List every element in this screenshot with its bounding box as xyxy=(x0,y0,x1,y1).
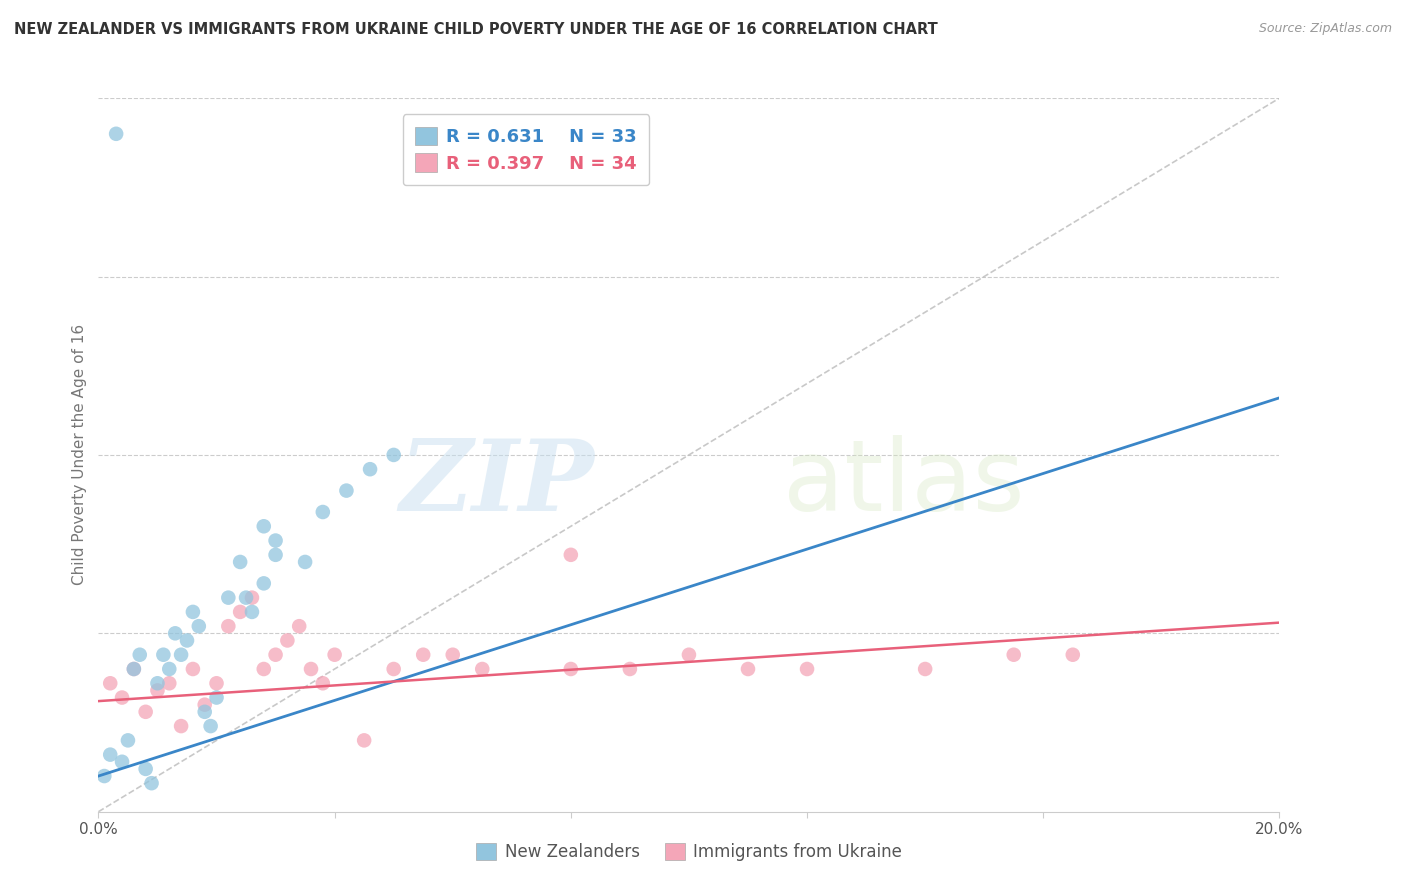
Point xyxy=(737,662,759,676)
Point xyxy=(1062,648,1084,662)
Point xyxy=(217,591,239,605)
Text: atlas: atlas xyxy=(783,435,1025,532)
Point xyxy=(152,648,174,662)
Point xyxy=(111,690,134,705)
Point xyxy=(229,555,252,569)
Point xyxy=(382,448,405,462)
Point xyxy=(170,719,193,733)
Point xyxy=(276,633,298,648)
Point xyxy=(441,648,464,662)
Point xyxy=(146,676,169,690)
Point xyxy=(117,733,139,747)
Y-axis label: Child Poverty Under the Age of 16: Child Poverty Under the Age of 16 xyxy=(72,325,87,585)
Point xyxy=(205,676,228,690)
Point xyxy=(194,705,217,719)
Point xyxy=(146,683,169,698)
Point xyxy=(181,605,204,619)
Point xyxy=(165,626,187,640)
Point xyxy=(1002,648,1025,662)
Point xyxy=(205,690,228,705)
Point xyxy=(312,505,335,519)
Point xyxy=(560,662,582,676)
Point xyxy=(128,648,150,662)
Point xyxy=(288,619,311,633)
Point xyxy=(98,747,121,762)
Point xyxy=(359,462,381,476)
Point xyxy=(240,605,263,619)
Point xyxy=(229,605,252,619)
Point xyxy=(914,662,936,676)
Point xyxy=(157,662,180,676)
Point xyxy=(170,648,193,662)
Point xyxy=(122,662,145,676)
Point xyxy=(187,619,209,633)
Point xyxy=(135,762,157,776)
Point xyxy=(264,533,287,548)
Point xyxy=(93,769,115,783)
Text: ZIP: ZIP xyxy=(399,435,595,532)
Point xyxy=(264,648,287,662)
Point xyxy=(264,548,287,562)
Point xyxy=(157,676,180,690)
Point xyxy=(111,755,134,769)
Point xyxy=(122,662,145,676)
Point xyxy=(200,719,222,733)
Point xyxy=(353,733,375,747)
Text: Source: ZipAtlas.com: Source: ZipAtlas.com xyxy=(1258,22,1392,36)
Point xyxy=(235,591,257,605)
Point xyxy=(619,662,641,676)
Point xyxy=(135,705,157,719)
Point xyxy=(678,648,700,662)
Point xyxy=(471,662,494,676)
Point xyxy=(141,776,163,790)
Point xyxy=(382,662,405,676)
Point xyxy=(253,519,276,533)
Point xyxy=(412,648,434,662)
Point xyxy=(105,127,128,141)
Point xyxy=(796,662,818,676)
Point xyxy=(253,576,276,591)
Point xyxy=(181,662,204,676)
Point xyxy=(299,662,322,676)
Point xyxy=(176,633,198,648)
Legend: New Zealanders, Immigrants from Ukraine: New Zealanders, Immigrants from Ukraine xyxy=(470,836,908,868)
Point xyxy=(560,548,582,562)
Point xyxy=(294,555,316,569)
Point xyxy=(98,676,121,690)
Point xyxy=(323,648,346,662)
Point xyxy=(253,662,276,676)
Point xyxy=(217,619,239,633)
Point xyxy=(312,676,335,690)
Text: NEW ZEALANDER VS IMMIGRANTS FROM UKRAINE CHILD POVERTY UNDER THE AGE OF 16 CORRE: NEW ZEALANDER VS IMMIGRANTS FROM UKRAINE… xyxy=(14,22,938,37)
Point xyxy=(335,483,357,498)
Point xyxy=(194,698,217,712)
Point xyxy=(240,591,263,605)
